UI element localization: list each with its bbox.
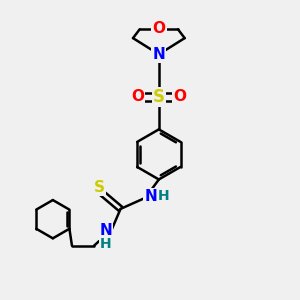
Text: H: H: [158, 189, 170, 203]
Text: N: N: [145, 189, 157, 204]
Text: S: S: [94, 180, 105, 195]
Text: O: O: [152, 21, 165, 36]
Text: O: O: [173, 89, 187, 104]
Text: H: H: [100, 237, 112, 251]
Text: S: S: [153, 88, 165, 106]
Text: N: N: [100, 224, 112, 238]
Text: N: N: [152, 47, 165, 62]
Text: O: O: [131, 89, 144, 104]
